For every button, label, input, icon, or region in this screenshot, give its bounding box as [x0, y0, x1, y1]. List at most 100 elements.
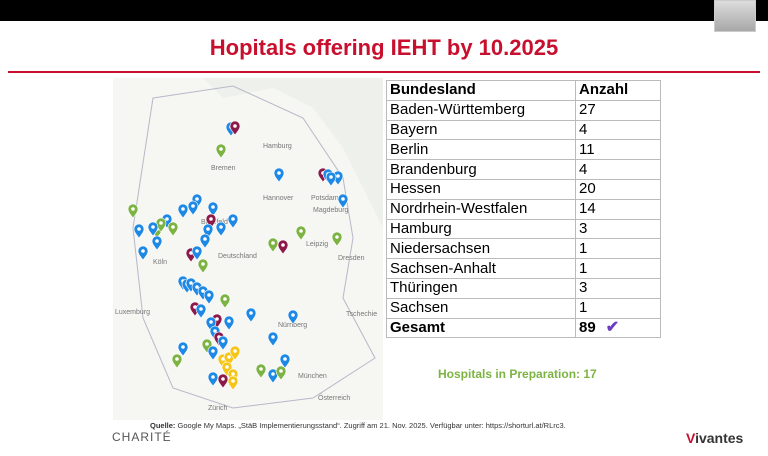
- table-cell: Hamburg: [386, 218, 576, 240]
- table-cell: Berlin: [386, 139, 576, 161]
- map-pin: [137, 245, 149, 261]
- pin-dot: [231, 372, 235, 376]
- table-cell: 3: [575, 277, 661, 299]
- map-pin: [273, 167, 285, 183]
- table-cell: Brandenburg: [386, 159, 576, 180]
- pin-dot: [223, 297, 227, 301]
- table-row: Brandenburg 4: [386, 159, 661, 180]
- map-pin: [223, 315, 235, 331]
- map-label: Dresden: [338, 255, 365, 262]
- pin-dot: [227, 355, 231, 359]
- pin-dot: [195, 285, 199, 289]
- map-pin: [337, 193, 349, 209]
- cell-text: Niedersachsen: [390, 239, 491, 257]
- table-cell: 4: [575, 159, 661, 180]
- table-row: Baden-Württemberg 27: [386, 99, 661, 121]
- map-pin: [217, 335, 229, 351]
- pin-dot: [213, 329, 217, 333]
- map-pin: [229, 120, 241, 136]
- pin-dot: [227, 319, 231, 323]
- pin-dot: [141, 249, 145, 253]
- table-cell: 11: [575, 139, 661, 161]
- pin-dot: [206, 227, 210, 231]
- map-label: Hamburg: [263, 143, 292, 150]
- pin-dot: [155, 239, 159, 243]
- map-label: München: [298, 373, 327, 380]
- cell-text: Brandenburg: [390, 160, 477, 178]
- map-pin: [177, 341, 189, 357]
- pin-dot: [279, 369, 283, 373]
- pin-dot: [211, 349, 215, 353]
- table-cell: 89 ✔: [575, 317, 661, 339]
- table-cell: Hessen: [386, 178, 576, 200]
- cell-text: 1: [579, 259, 588, 277]
- cell-text: 11: [579, 140, 595, 158]
- pin-dot: [201, 289, 205, 293]
- table-cell: Niedersachsen: [386, 238, 576, 260]
- table-cell: Bundesland: [386, 80, 576, 101]
- map-pin: [167, 221, 179, 237]
- vivantes-logo: Vivantes: [686, 430, 743, 446]
- pin-dot: [335, 235, 339, 239]
- cell-text: 4: [579, 120, 588, 138]
- map-pin: [197, 258, 209, 274]
- table-cell: 20: [575, 178, 661, 200]
- cell-text: 14: [579, 200, 596, 218]
- pin-dot: [189, 281, 193, 285]
- map-label: Potsdam: [311, 195, 339, 202]
- map-pin: [191, 245, 203, 261]
- pin-dot: [259, 367, 263, 371]
- map-pin: [199, 233, 211, 249]
- cell-text: Thüringen: [390, 279, 458, 297]
- map-pin: [133, 223, 145, 239]
- map-pin: [207, 345, 219, 361]
- pin-dot: [181, 207, 185, 211]
- pin-dot: [225, 365, 229, 369]
- preparation-note: Hospitals in Preparation: 17: [438, 367, 597, 381]
- pin-dot: [249, 311, 253, 315]
- table-row: Sachsen-Anhalt 1: [386, 258, 661, 279]
- cell-text: 27: [579, 101, 596, 119]
- map-pin: [255, 363, 267, 379]
- pin-dot: [195, 197, 199, 201]
- pin-dot: [209, 320, 213, 324]
- pin-dot: [165, 217, 169, 221]
- pin-dot: [203, 237, 207, 241]
- map-pin: [275, 365, 287, 381]
- map-label: Luxemburg: [115, 309, 150, 316]
- table-cell: Sachsen-Anhalt: [386, 258, 576, 279]
- cell-text: 89: [579, 318, 596, 336]
- table-cell: 4: [575, 119, 661, 141]
- map-pin: [229, 345, 241, 361]
- pin-dot: [219, 147, 223, 151]
- pin-dot: [175, 357, 179, 361]
- pin-dot: [219, 225, 223, 229]
- map: HamburgBremenHannoverBielefeldMagdeburgP…: [113, 78, 383, 420]
- cell-text: Gesamt: [390, 318, 446, 336]
- map-pin: [151, 235, 163, 251]
- cell-text: Anzahl: [579, 81, 629, 99]
- table-cell: 14: [575, 198, 661, 220]
- pin-dot: [209, 217, 213, 221]
- charite-logo: CHARITÉ: [112, 430, 172, 444]
- map-label: Leipzig: [306, 241, 328, 248]
- pin-dot: [191, 204, 195, 208]
- map-label: Zürich: [208, 405, 228, 412]
- source-text: Google My Maps. „StäB Implementierungsst…: [177, 421, 566, 430]
- map-pin: [279, 353, 291, 369]
- pin-dot: [231, 217, 235, 221]
- table-row: Hamburg 3: [386, 218, 661, 240]
- cell-text: Sachsen: [390, 299, 449, 317]
- checkmark: ✔: [605, 318, 620, 336]
- map-pin: [277, 239, 289, 255]
- pin-dot: [283, 357, 287, 361]
- table-row: Sachsen 1: [386, 297, 661, 319]
- table-row: Niedersachsen 1: [386, 238, 661, 260]
- map-pin: [195, 303, 207, 319]
- pin-dot: [233, 124, 237, 128]
- map-pin: [207, 201, 219, 217]
- pin-dot: [299, 229, 303, 233]
- map-pin: [287, 309, 299, 325]
- table-cell: 1: [575, 238, 661, 260]
- webcam-thumbnail: [714, 0, 756, 32]
